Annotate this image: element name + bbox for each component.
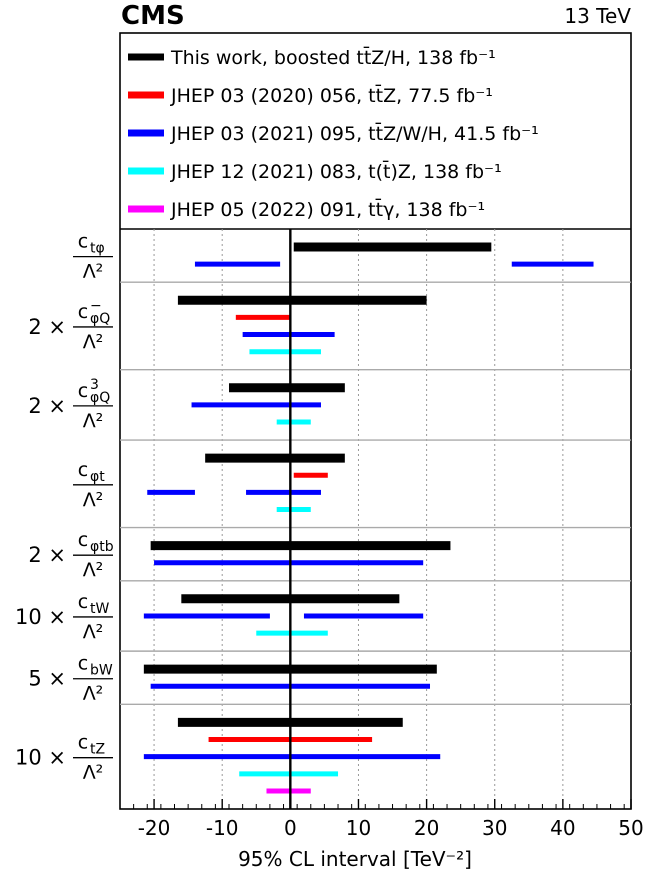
x-tick-label: -10: [206, 816, 239, 840]
coefficient-subscript: tW: [90, 601, 109, 617]
x-tick-label: 30: [482, 816, 507, 840]
row-separators: [120, 281, 631, 706]
legend-label: This work, boosted tt̄Z/H, 138 fb⁻¹: [170, 45, 496, 69]
interval-bars: [143, 242, 594, 794]
x-tick-label: 0: [284, 816, 297, 840]
coefficient-name: c: [78, 591, 88, 613]
grid: [153, 229, 564, 809]
coefficient-name: c: [78, 380, 88, 402]
coefficient-superscript: −: [90, 298, 102, 314]
legend-label: JHEP 12 (2021) 083, t(t̄)Z, 138 fb⁻¹: [170, 159, 502, 183]
experiment-label: CMS: [121, 1, 185, 31]
coefficient-name: c: [78, 231, 88, 253]
coefficient-denominator: Λ²: [83, 762, 104, 784]
plot-frame: [119, 32, 632, 810]
coefficient-denominator: Λ²: [83, 621, 104, 643]
coefficient-denominator: Λ²: [83, 489, 104, 511]
coefficient-superscript: 3: [90, 377, 99, 393]
legend: This work, boosted tt̄Z/H, 138 fb⁻¹ JHEP …: [128, 45, 539, 221]
x-tick-label: 50: [618, 816, 643, 840]
coefficient-label: c bW Λ² 5 ×: [28, 653, 113, 705]
coefficient-denominator: Λ²: [83, 331, 104, 353]
coefficient-label: c tZ Λ² 10 ×: [15, 732, 113, 784]
x-axis-label: 95% CL interval [TeV⁻²]: [238, 847, 472, 871]
x-tick-label: 40: [550, 816, 575, 840]
coefficient-label: c φtb Λ² 2 ×: [28, 529, 113, 581]
x-axis: -20 -10 0 10 20 30 40 50: [119, 799, 644, 840]
x-tick-label: 10: [346, 816, 371, 840]
coefficient-multiplier: 2 ×: [28, 543, 66, 567]
coefficient-label: c tφ Λ²: [73, 231, 113, 283]
x-tick-label: 20: [414, 816, 439, 840]
coefficient-label: c φQ3 Λ² 2 ×: [28, 377, 113, 432]
coefficient-label: c φQ− Λ² 2 ×: [28, 298, 113, 353]
coefficient-multiplier: 10 ×: [15, 605, 66, 629]
coefficient-denominator: Λ²: [83, 261, 104, 283]
coefficient-subscript: φtb: [90, 539, 114, 555]
coefficient-denominator: Λ²: [83, 683, 104, 705]
coefficient-subscript: φQ: [90, 311, 110, 327]
coefficient-name: c: [78, 301, 88, 323]
legend-label: JHEP 03 (2020) 056, tt̄Z, 77.5 fb⁻¹: [170, 83, 493, 107]
legend-label: JHEP 05 (2022) 091, tt̄γ, 138 fb⁻¹: [170, 197, 485, 221]
x-tick-label: -20: [138, 816, 171, 840]
coefficient-name: c: [78, 459, 88, 481]
coefficient-multiplier: 2 ×: [28, 315, 66, 339]
coefficient-multiplier: 10 ×: [15, 746, 66, 770]
coefficient-subscript: φQ: [90, 390, 110, 406]
coefficient-denominator: Λ²: [83, 559, 104, 581]
coefficient-name: c: [78, 529, 88, 551]
coefficient-label: c tW Λ² 10 ×: [15, 591, 113, 643]
coefficient-denominator: Λ²: [83, 410, 104, 432]
coefficient-subscript: φt: [90, 469, 105, 485]
coefficient-name: c: [78, 732, 88, 754]
legend-label: JHEP 03 (2021) 095, tt̄Z/W/H, 41.5 fb⁻¹: [170, 121, 539, 145]
coefficient-subscript: tZ: [90, 742, 105, 758]
coefficient-multiplier: 5 ×: [28, 667, 66, 691]
coefficient-multiplier: 2 ×: [28, 394, 66, 418]
coefficient-subscript: bW: [90, 663, 113, 679]
coefficient-label: c φt Λ²: [73, 459, 113, 511]
coefficient-name: c: [78, 653, 88, 675]
coefficient-subscript: tφ: [90, 241, 105, 257]
energy-label: 13 TeV: [564, 4, 631, 28]
